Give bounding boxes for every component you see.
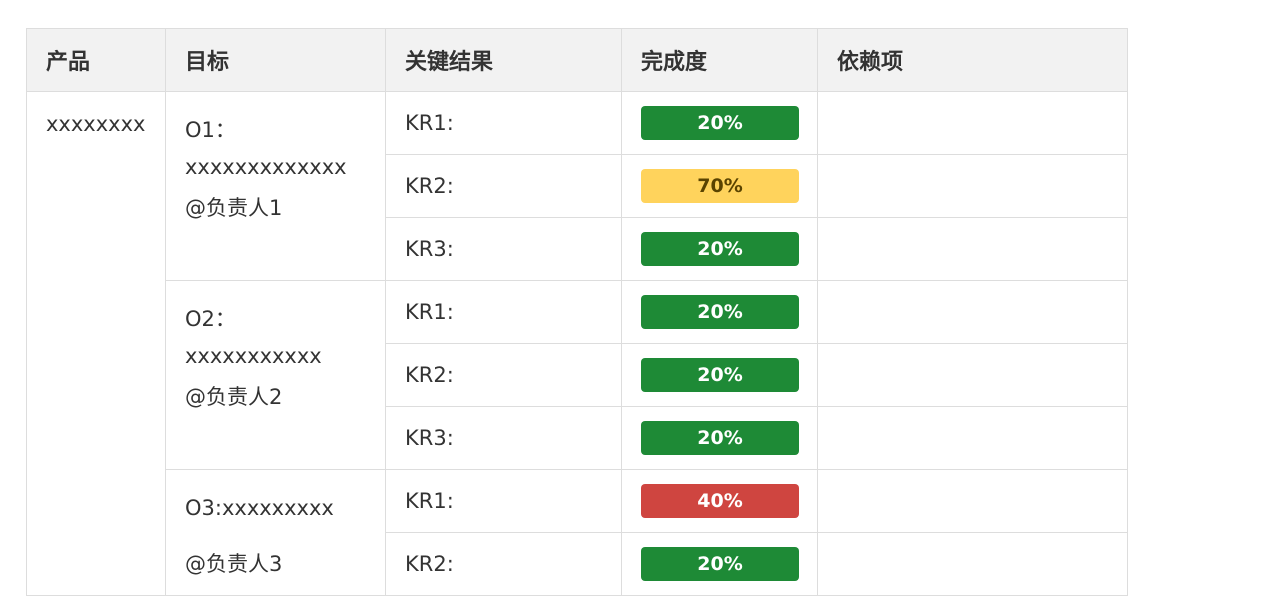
key-result-label: KR2: — [385, 343, 622, 407]
objective-description: xxxxxxxxxxxxx — [185, 155, 347, 179]
key-result-label: KR1: — [385, 280, 622, 344]
table-row: xxxxxxxx O1： xxxxxxxxxxxxx @负责人1 KR1: 20… — [26, 91, 1128, 596]
completion-cell: 20% — [621, 343, 818, 407]
progress-badge: 20% — [641, 547, 799, 581]
completion-cell: 20% — [621, 406, 818, 470]
table-row: KR3: 20% — [27, 406, 1128, 470]
objective-description: xxxxxxxxxxx — [185, 344, 322, 368]
objective-owner: @负责人1 — [185, 196, 283, 220]
completion-cell: 20% — [621, 280, 818, 344]
completion-cell: 20% — [621, 91, 818, 155]
objective-cell-2: O2： xxxxxxxxxxx @负责人2 — [165, 280, 386, 470]
table-row: KR2: 20% — [27, 343, 1128, 407]
objective-title: O3:xxxxxxxxx — [185, 496, 334, 520]
progress-badge: 20% — [641, 232, 799, 266]
table-row: KR2: 70% — [27, 154, 1128, 218]
dependency-cell[interactable] — [817, 154, 1128, 218]
objective-cell-3: O3:xxxxxxxxx @负责人3 — [165, 469, 386, 596]
key-result-label: KR1: — [385, 469, 622, 533]
progress-badge: 20% — [641, 358, 799, 392]
progress-badge: 20% — [641, 295, 799, 329]
progress-badge: 20% — [641, 421, 799, 455]
key-result-label: KR1: — [385, 91, 622, 155]
key-result-label: KR3: — [385, 217, 622, 281]
objective-title: O2： — [185, 307, 236, 331]
table-row: KR2: 20% — [27, 532, 1128, 596]
objective-owner: @负责人2 — [185, 385, 283, 409]
dependency-cell[interactable] — [817, 343, 1128, 407]
dependency-cell[interactable] — [817, 280, 1128, 344]
completion-cell: 20% — [621, 532, 818, 596]
progress-badge: 40% — [641, 484, 799, 518]
table-row: O3:xxxxxxxxx @负责人3 KR1: 40% — [27, 469, 1128, 596]
header-dependency: 依赖项 — [817, 28, 1128, 92]
completion-cell: 70% — [621, 154, 818, 218]
header-product: 产品 — [26, 28, 166, 92]
progress-badge: 70% — [641, 169, 799, 203]
header-key-result: 关键结果 — [385, 28, 622, 92]
completion-cell: 40% — [621, 469, 818, 533]
key-result-label: KR2: — [385, 154, 622, 218]
objective-owner: @负责人3 — [185, 552, 283, 576]
dependency-cell[interactable] — [817, 469, 1128, 533]
product-cell: xxxxxxxx — [26, 91, 166, 596]
header-row: 产品 目标 关键结果 完成度 依赖项 — [26, 28, 1128, 92]
key-result-label: KR3: — [385, 406, 622, 470]
dependency-cell[interactable] — [817, 532, 1128, 596]
key-result-label: KR2: — [385, 532, 622, 596]
objective-title: O1： — [185, 118, 236, 142]
table-row: O2： xxxxxxxxxxx @负责人2 KR1: 20% — [27, 280, 1128, 470]
completion-cell: 20% — [621, 217, 818, 281]
dependency-cell[interactable] — [817, 91, 1128, 155]
dependency-cell[interactable] — [817, 406, 1128, 470]
dependency-cell[interactable] — [817, 217, 1128, 281]
progress-badge: 20% — [641, 106, 799, 140]
header-objective: 目标 — [165, 28, 386, 92]
okr-table: 产品 目标 关键结果 完成度 依赖项 xxxxxxxx O1： xxxxxxxx… — [26, 28, 1128, 596]
header-completion: 完成度 — [621, 28, 818, 92]
objective-cell-1: O1： xxxxxxxxxxxxx @负责人1 — [165, 91, 386, 281]
